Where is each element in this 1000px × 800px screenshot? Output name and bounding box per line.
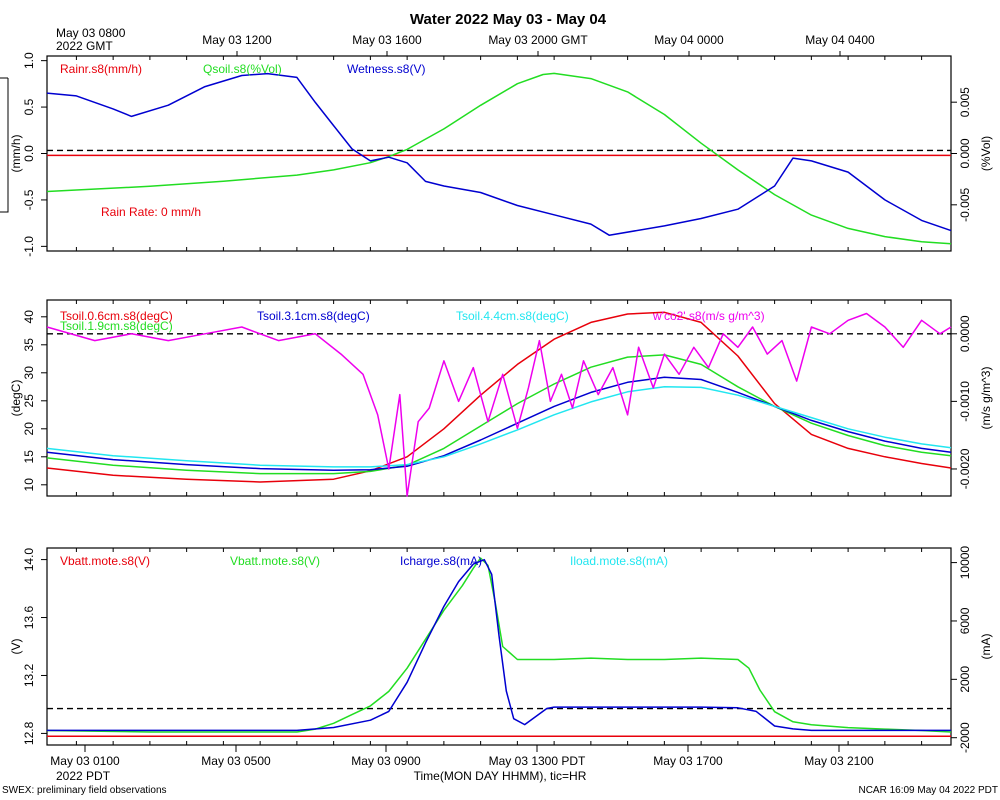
y-left-tick-label: 12.8 [22,721,36,745]
bottom-time-tick-label: May 03 2100 [804,754,874,768]
y-left-tick-label: 1.0 [22,52,36,69]
y-right-tick-label: 2000 [958,666,972,693]
top-time-tick-label: May 03 2000 GMT [488,33,588,47]
bottom-time-axis: May 03 0100 May 03 0500 May 03 0900 May 03 … [50,745,874,768]
y-left-tick-label: 0.5 [22,98,36,115]
y-right-tick-label: -0.0010 [958,381,972,422]
y-left-tick-label: -0.5 [22,189,36,210]
rain-rate-annotation: Rain Rate: 0 mm/h [101,205,201,219]
y-left-tick-label: 0.0 [22,145,36,162]
panel-frame [46,299,952,497]
footer-left-note: SWEX: preliminary field observations [2,785,167,796]
y-left-axis-label: (V) [9,639,23,655]
panel-frame [46,55,952,252]
legend-entry: Icharge.s8(mA) [400,554,482,568]
bottom-time-tick-label: May 03 1700 [653,754,723,768]
chart-title: Water 2022 May 03 - May 04 [410,11,607,28]
legend-entry: Vbatt.mote.s8(V) [60,554,150,568]
series-line-2 [46,376,952,471]
series-line-1 [46,72,952,245]
y-left-tick-label: 13.2 [22,663,36,687]
top-time-tick-label: May 03 1600 [352,33,422,47]
y-right-axis-label: (%Vol) [979,136,993,171]
legend-entry: Qsoil.s8(%Vol) [203,62,282,76]
series-line-2 [47,558,951,732]
y-left-tick-label: 40 [22,310,36,324]
legend-entry: Tsoil.4.4cm.s8(degC) [456,309,569,323]
y-right-tick-label: -0.005 [958,187,972,221]
x-axis-label: Time(MON DAY HHMM), tic=HR [414,769,587,783]
top-time-axis: May 03 1200 May 03 1600 May 03 2000 GMT May… [202,33,875,56]
legend-entry: Vbatt.mote.s8(V) [230,554,320,568]
left-bracket-decoration [0,77,9,213]
top-time-tick-label: May 04 0400 [805,33,875,47]
bottom-axis-corner-label: 2022 PDT [56,769,111,783]
panel-top: 1.0 0.5 0.0 -0.5 -1.0 0.005 0.000 -0.005 (mm/h) (… [9,52,993,257]
panel-bottom: 14.0 13.6 13.2 12.8 10000 6000 2000 -2000 (V) (mA… [9,546,993,753]
y-right-tick-label: -0.0020 [958,448,972,489]
series-line-1 [46,354,952,475]
y-right-tick-label: -2000 [958,722,972,753]
y-left-tick-label: -1.0 [22,236,36,257]
y-left-axis-label: (mm/h) [9,135,23,173]
y-left-tick-label: 25 [22,394,36,408]
y-left-tick-label: 15 [22,450,36,464]
y-right-tick-label: 0.0000 [958,315,972,352]
y-right-tick-label: 6000 [958,607,972,634]
y-left-tick-label: 14.0 [22,548,36,572]
y-left-tick-label: 30 [22,366,36,380]
top-time-tick-label: May 04 0000 [654,33,724,47]
legend-entry: Iload.mote.s8(mA) [570,554,668,568]
bottom-time-tick-label: May 03 0900 [351,754,421,768]
y-right-axis-label: (m/s g/m^3) [979,367,993,430]
y-left-tick-label: 35 [22,338,36,352]
y-right-tick-label: 10000 [958,546,972,580]
panel-frame [46,547,952,746]
legend-entry: w'co2'.s8(m/s g/m^3) [652,309,765,323]
y-left-axis-label: (degC) [9,380,23,417]
legend-entry: Rainr.s8(mm/h) [60,62,142,76]
series-line-4 [46,312,952,497]
legend-entry: Wetness.s8(V) [347,62,425,76]
legend-entry: Tsoil.3.1cm.s8(degC) [257,309,370,323]
top-axis-corner-label: May 03 0800 [56,26,126,40]
y-left-tick-label: 20 [22,422,36,436]
footer-right-note: NCAR 16:09 May 04 2022 PDT [858,785,998,796]
y-right-axis-label: (mA) [979,634,993,660]
series-line-2 [46,72,952,236]
series-line-1 [46,557,952,733]
bottom-time-tick-label: May 03 1300 PDT [489,754,586,768]
legend-entry: Tsoil.1.9cm.s8(degC) [60,319,173,333]
panel-middle: 40 35 30 25 20 15 10 0.0000 -0.0010 -0.0020 (degC)… [9,299,993,497]
y-right-tick-label: 0.000 [958,138,972,168]
top-time-tick-label: May 03 1200 [202,33,272,47]
series-line-3 [46,386,952,468]
bottom-time-tick-label: May 03 0500 [201,754,271,768]
bottom-time-tick-label: May 03 0100 [50,754,120,768]
y-left-tick-label: 13.6 [22,606,36,630]
top-axis-corner-label: 2022 GMT [56,39,113,53]
y-right-tick-label: 0.005 [958,87,972,117]
y-left-tick-label: 10 [22,478,36,492]
legend-entry: Tsoil.0.6cm.s8(degC) [60,309,173,323]
series-line-0 [46,311,952,483]
